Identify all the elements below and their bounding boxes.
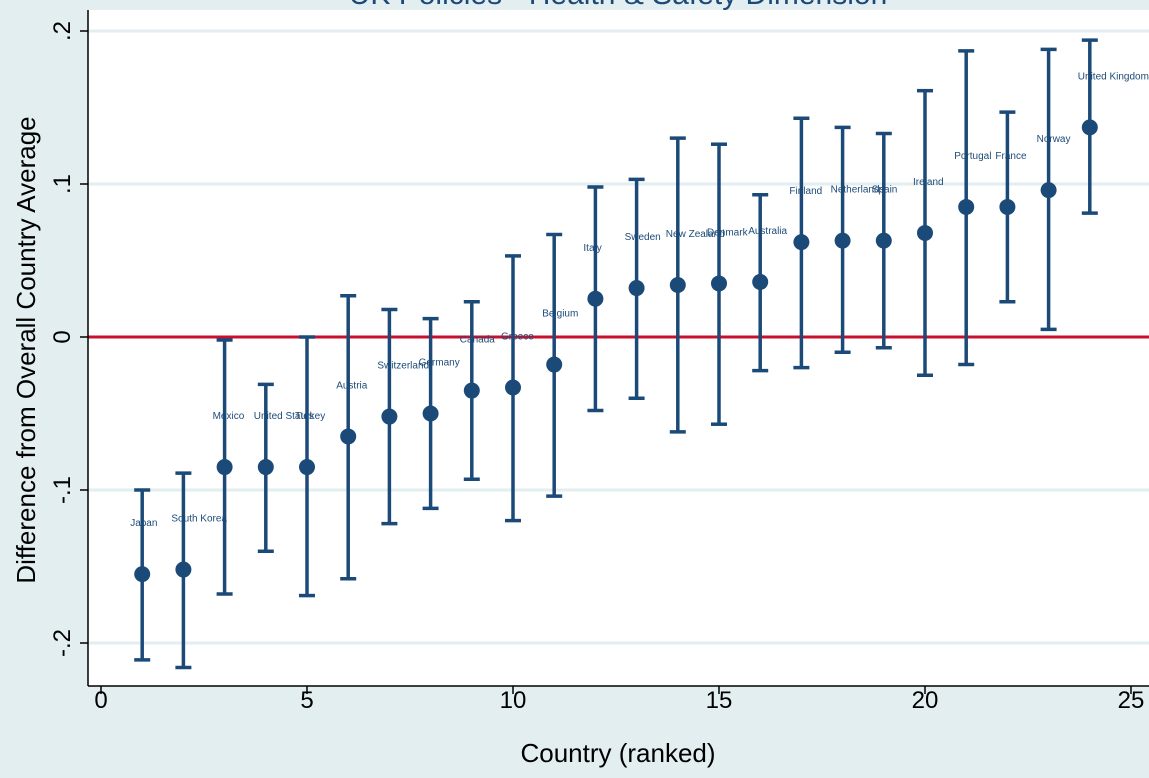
marker-label-7: Switzerland: [377, 361, 429, 372]
marker-label-4: United States: [254, 411, 314, 422]
marker-label-12: Italy: [583, 243, 601, 254]
data-point-11: [546, 356, 563, 373]
data-point-6: [340, 428, 357, 445]
data-point-18: [834, 232, 851, 249]
marker-label-3: Mexico: [213, 411, 245, 422]
data-point-12: [587, 290, 604, 307]
y-tick-label-3: .1: [49, 174, 76, 194]
marker-label-16: Australia: [748, 226, 787, 237]
x-tick-label-2: 10: [500, 687, 527, 714]
marker-label-13: Sweden: [625, 232, 661, 243]
marker-label-6: Austria: [336, 380, 368, 391]
x-tick-label-0: 0: [94, 687, 107, 714]
y-ticks: -.2 -.1 0 .1 .2: [49, 21, 88, 657]
marker-label-15: Denmark: [707, 227, 749, 238]
data-point-17: [793, 234, 810, 251]
marker-label-19: Spain: [872, 185, 898, 196]
marker-label-21: Portugal: [954, 151, 991, 162]
marker-label-23: Norway: [1037, 134, 1071, 145]
marker-labels: Japan South Korea Mexico United StatesTurke…: [130, 71, 1149, 529]
marker-label-17: Finland: [789, 186, 822, 197]
data-point-23: [1040, 182, 1057, 199]
y-axis-title: Difference from Overall Country Average: [11, 116, 41, 583]
y-tick-label-2: 0: [49, 330, 76, 343]
marker-label-22: France: [995, 151, 1027, 162]
data-point-15: [711, 275, 727, 292]
x-tick-label-4: 20: [912, 687, 939, 714]
data-point-22: [999, 198, 1016, 215]
data-point-8: [422, 405, 439, 422]
marker-label-5: Turkey: [295, 411, 325, 422]
data-point-14: [669, 276, 686, 293]
x-axis-title: Country (ranked): [520, 738, 715, 768]
x-tick-label-1: 5: [300, 687, 313, 714]
data-point-10: [505, 379, 521, 396]
x-tick-label-3: 15: [706, 687, 733, 714]
data-point-2: [175, 561, 192, 578]
data-point-16: [752, 273, 769, 290]
x-tick-label-5: 25: [1118, 687, 1145, 714]
y-tick-label-4: .2: [49, 21, 76, 41]
data-point-1: [134, 566, 151, 583]
data-point-13: [628, 280, 645, 297]
marker-label-2: South Korea: [171, 514, 227, 525]
x-ticks: 0 5 10 15 20 25: [94, 686, 1144, 714]
axes: [87, 10, 1149, 687]
marker-label-9: Canada: [460, 335, 495, 346]
data-point-20: [917, 224, 933, 241]
data-point-7: [381, 408, 398, 425]
y-tick-label-1: -.1: [49, 476, 76, 504]
data-point-24: [1081, 119, 1098, 136]
marker-label-14: New Zealand: [666, 229, 725, 240]
data-point-9: [463, 382, 480, 399]
plot-area: [88, 10, 1149, 686]
data-point-3: [216, 459, 233, 476]
data-point-5: [299, 459, 315, 476]
marker-label-24: United Kingdom: [1078, 71, 1149, 82]
data-points: [134, 119, 1098, 583]
marker-label-1: Japan: [130, 518, 157, 529]
marker-label-11: Belgium: [542, 309, 578, 320]
data-point-4: [257, 459, 274, 476]
marker-label-10: Greece: [501, 331, 534, 342]
marker-label-18: Netherlands: [831, 185, 885, 196]
chart-title: UK Policies - Health & Safety Dimension: [349, 0, 888, 11]
marker-label-20: Ireland: [913, 177, 944, 188]
data-point-21: [958, 198, 975, 215]
marker-label-8: Germany: [419, 358, 460, 369]
y-tick-label-0: -.2: [49, 629, 76, 657]
data-point-19: [875, 232, 892, 249]
